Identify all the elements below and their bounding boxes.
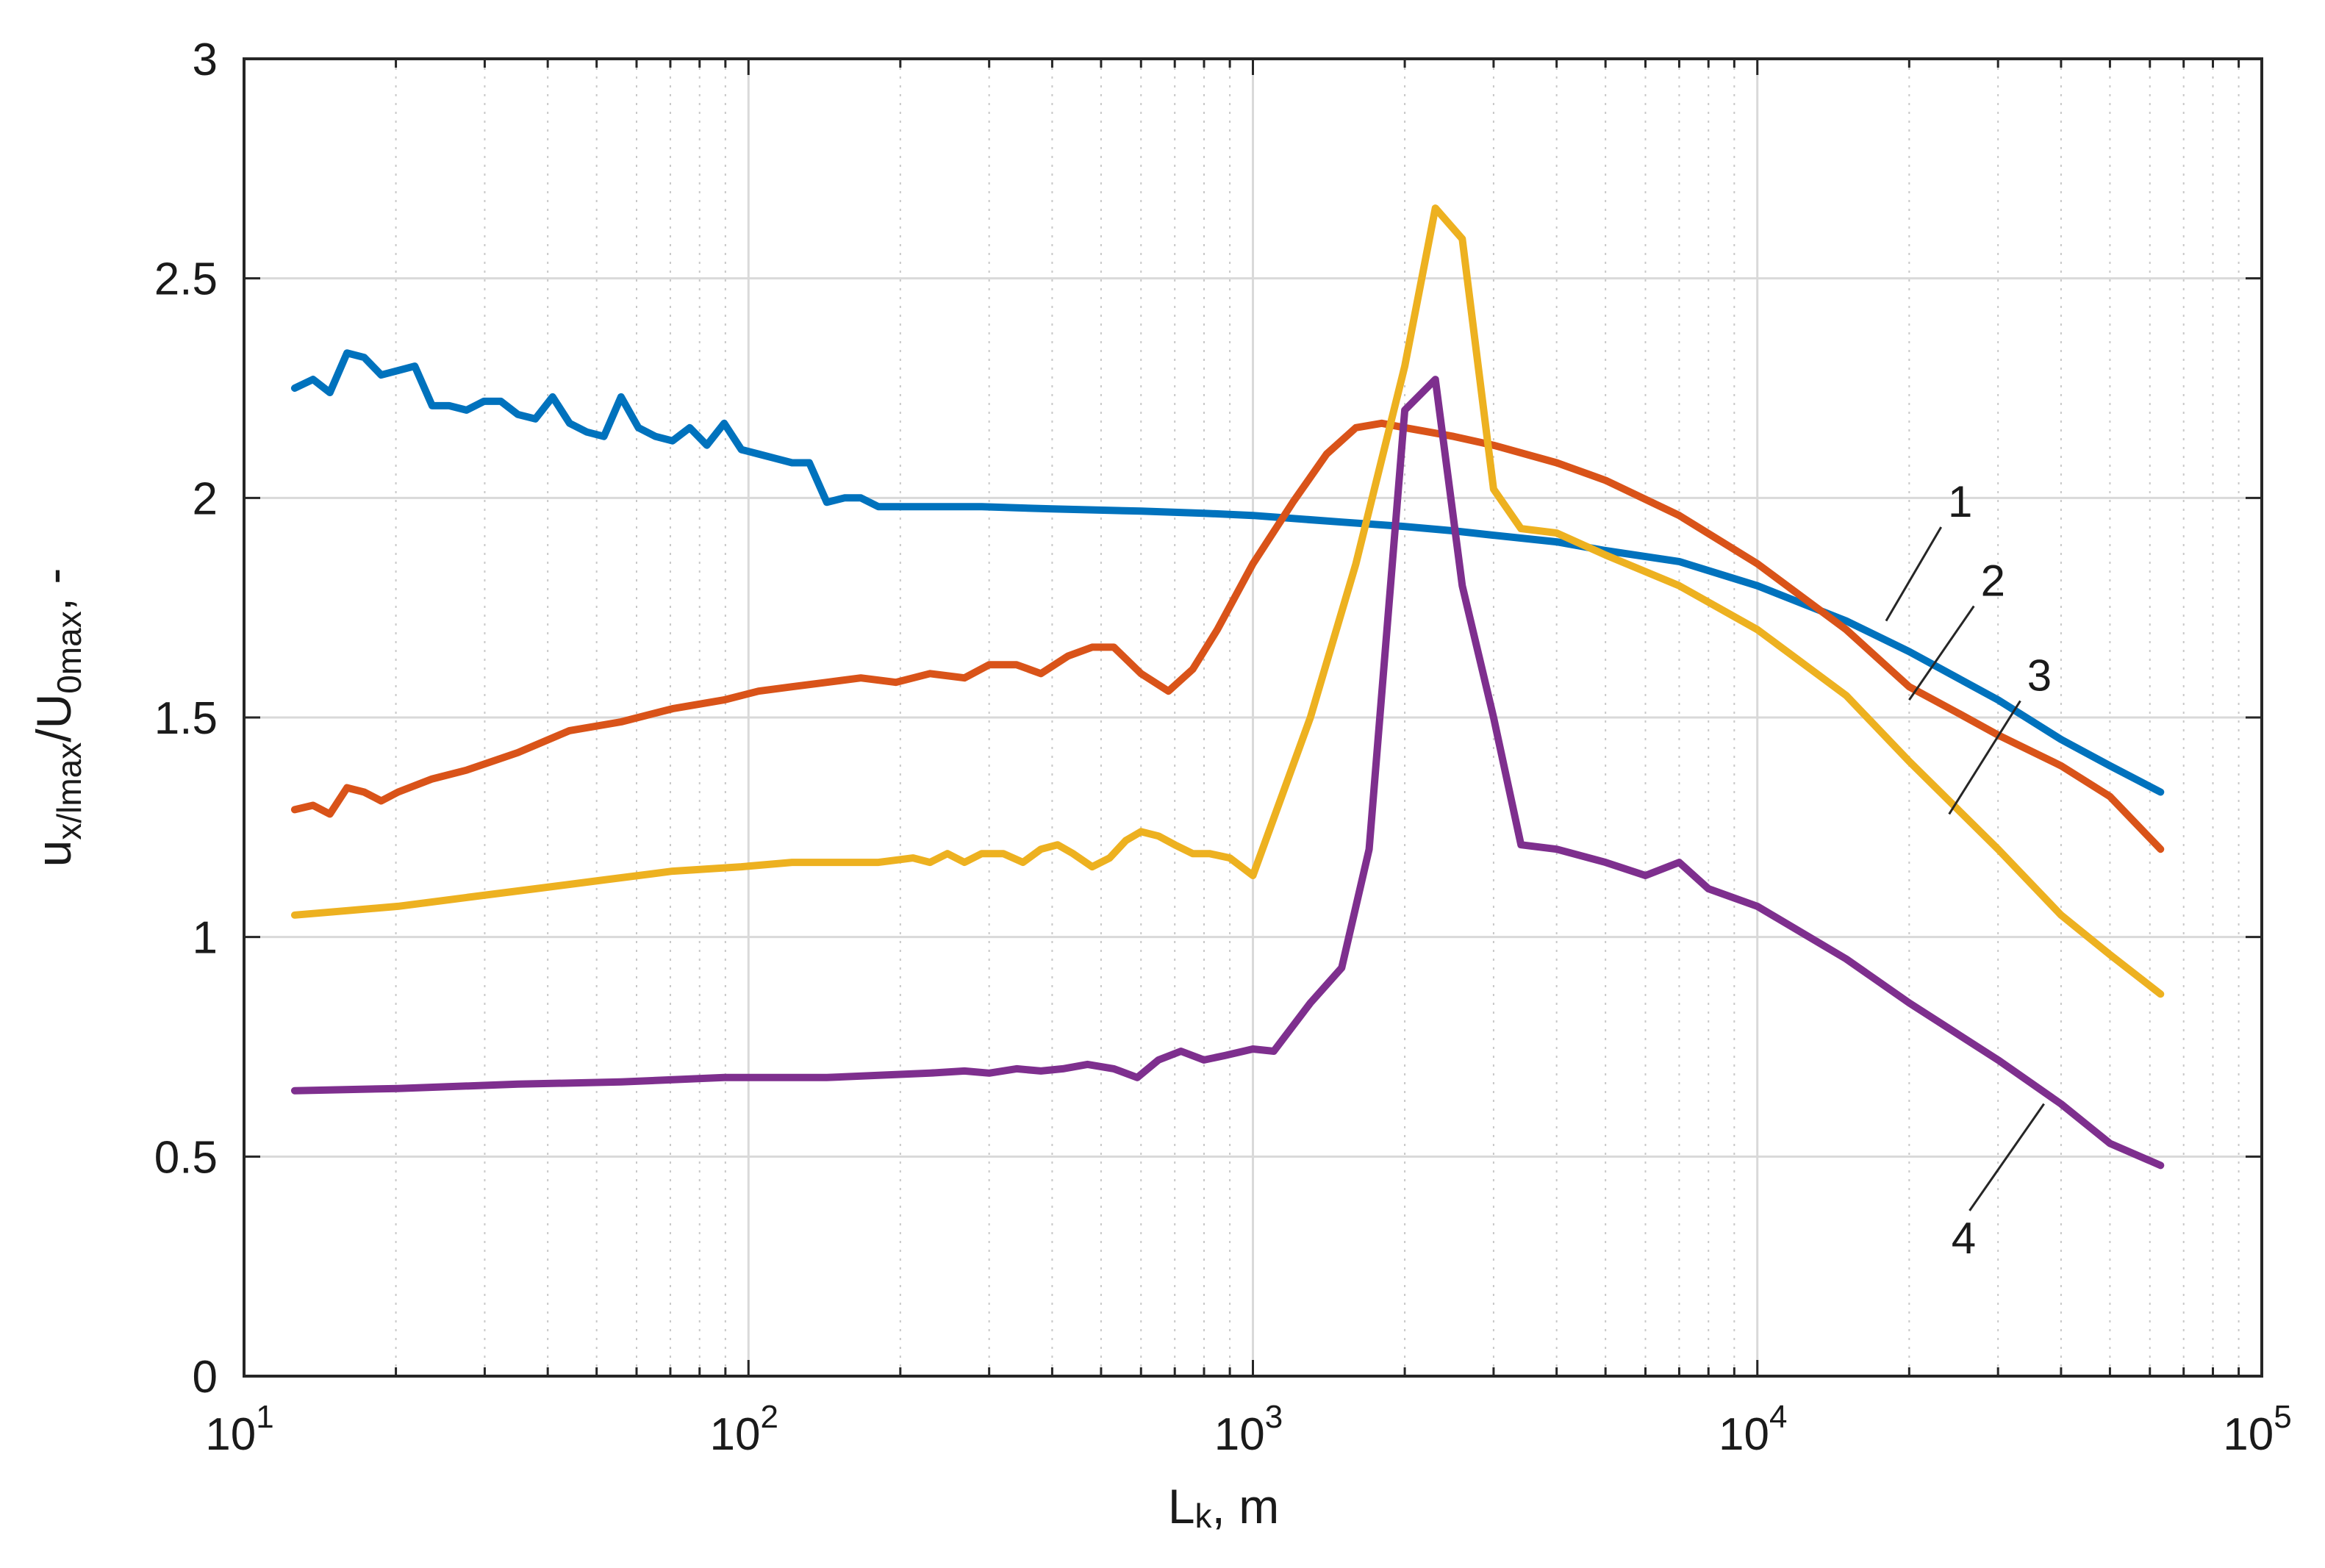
x-axis-title-rest: , m	[1212, 1479, 1280, 1533]
x-tick-label-exponent: 2	[760, 1399, 778, 1435]
y-tick-label: 0	[193, 1352, 218, 1403]
x-axis-title: Lk, m	[1168, 1479, 1279, 1535]
x-tick-labels: 101 102 103 104 105	[205, 1399, 2291, 1460]
y-tick-label: 1	[193, 913, 218, 964]
series-line-1	[290, 349, 2165, 796]
tick-marks	[243, 57, 2263, 1378]
y-axis-title-slash: /U	[26, 694, 81, 742]
y-axis-title-u: u	[26, 840, 81, 867]
x-tick-label: 105	[2223, 1399, 2291, 1460]
annotation-leader-3	[1948, 700, 2021, 815]
x-tick-label: 102	[710, 1399, 778, 1460]
y-axis-title-sub1: x/lmax	[50, 742, 88, 840]
series-line-2	[290, 419, 2165, 853]
y-tick-label: 2	[193, 473, 218, 524]
y-tick-label: 2.5	[154, 254, 218, 305]
x-axis-title-main: L	[1168, 1479, 1195, 1533]
annotation-label-3: 3	[2027, 651, 2052, 700]
series-line-3	[290, 204, 2165, 998]
x-tick-label: 104	[1719, 1399, 1787, 1460]
x-tick-label-base: 10	[205, 1409, 256, 1460]
y-axis-title-sub2: 0max	[50, 611, 88, 693]
annotation-leader-1	[1885, 526, 1943, 622]
series-line-4	[290, 376, 2165, 1170]
series-layer	[290, 204, 2165, 1170]
annotation-leader-2	[1908, 605, 1975, 701]
x-tick-label-base: 10	[2223, 1409, 2274, 1460]
annotation-leader-4	[1968, 1103, 2045, 1211]
y-axis-title: ux/lmax/U0max, -	[26, 568, 88, 867]
y-tick-labels: 0 0.5 1 1.5 2 2.5 3	[154, 35, 218, 1403]
y-tick-label: 0.5	[154, 1132, 218, 1183]
x-tick-label-exponent: 5	[2274, 1399, 2291, 1435]
curve-annotations: 123 4	[1885, 477, 2052, 1263]
annotation-label-2: 2	[1981, 556, 2005, 606]
x-tick-label: 103	[1214, 1399, 1283, 1460]
x-tick-label-exponent: 3	[1265, 1399, 1283, 1435]
annotation-label-1: 1	[1948, 477, 1972, 526]
x-tick-label-exponent: 4	[1769, 1399, 1787, 1435]
x-tick-label-base: 10	[710, 1409, 761, 1460]
x-tick-label-base: 10	[1214, 1409, 1265, 1460]
x-tick-label-exponent: 1	[256, 1399, 273, 1435]
x-tick-label: 101	[205, 1399, 273, 1460]
x-axis-title-sub: k	[1195, 1497, 1213, 1535]
y-tick-label: 1.5	[154, 693, 218, 744]
annotation-label-4: 4	[1952, 1214, 1976, 1263]
y-tick-label: 3	[193, 35, 218, 85]
x-tick-label-base: 10	[1719, 1409, 1769, 1460]
y-axis-title-rest: , -	[26, 568, 81, 612]
